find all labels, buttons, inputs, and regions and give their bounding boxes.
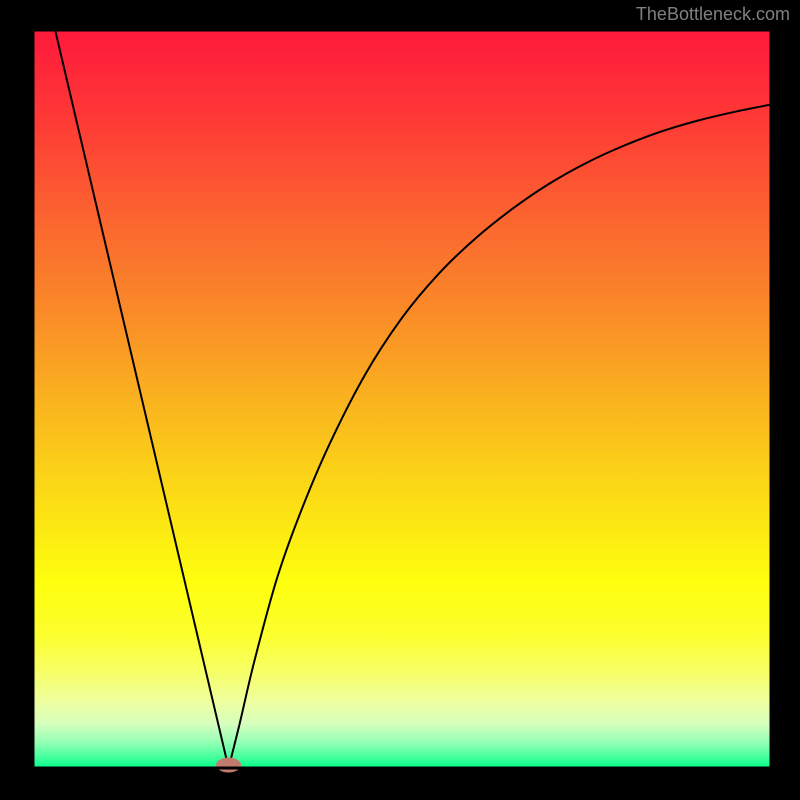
watermark-text: TheBottleneck.com: [636, 4, 790, 25]
plot-background: [33, 30, 771, 768]
minimum-marker: [217, 758, 241, 772]
chart-canvas: [0, 0, 800, 800]
chart-container: TheBottleneck.com: [0, 0, 800, 800]
